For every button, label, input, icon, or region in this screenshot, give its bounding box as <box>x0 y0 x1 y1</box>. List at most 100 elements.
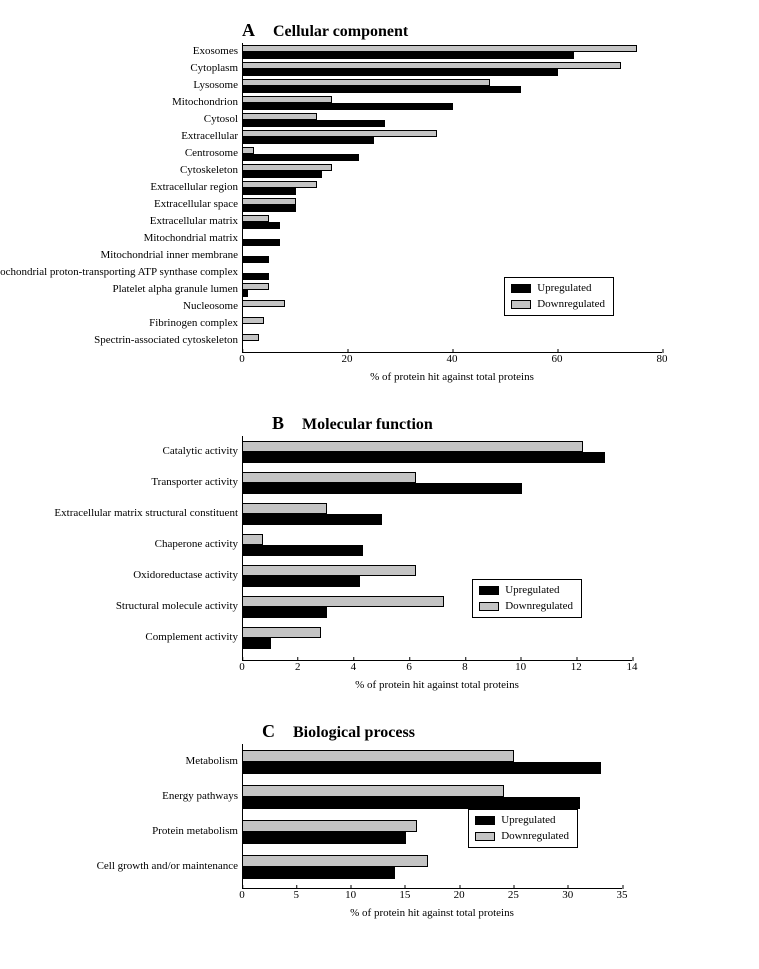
bar-upregulated <box>243 545 363 556</box>
panel-b: B Molecular function Catalytic activityTra… <box>10 413 749 691</box>
x-axis-label: % of protein hit against total proteins <box>242 679 632 691</box>
bar-downregulated <box>243 96 332 103</box>
bar-upregulated <box>243 188 296 195</box>
bar-group <box>243 472 522 494</box>
x-tick: 15 <box>399 889 410 901</box>
category-label: Transporter activity <box>10 467 242 498</box>
category-label: Nucleosome <box>10 298 242 315</box>
bar-group <box>243 441 605 463</box>
bar-downregulated <box>243 300 285 307</box>
bar-upregulated <box>243 103 453 110</box>
plot-area: UpregulatedDownregulated <box>242 744 622 889</box>
category-label: Extracellular <box>10 128 242 145</box>
swatch-upregulated <box>475 816 495 825</box>
category-label: Chaperone activity <box>10 529 242 560</box>
category-label: Complement activity <box>10 622 242 653</box>
bar-upregulated <box>243 205 296 212</box>
legend-label-down: Downregulated <box>505 599 573 614</box>
x-tick: 2 <box>295 661 301 673</box>
category-label: Cytoplasm <box>10 60 242 77</box>
bar-downregulated <box>243 785 504 797</box>
swatch-downregulated <box>511 300 531 309</box>
y-axis-labels: Catalytic activityTransporter activityEx… <box>10 436 242 691</box>
bar-upregulated <box>243 290 248 297</box>
bar-downregulated <box>243 164 332 171</box>
bar-upregulated <box>243 69 558 76</box>
category-label: Structural molecule activity <box>10 591 242 622</box>
x-tick: 10 <box>515 661 526 673</box>
legend-row-down: Downregulated <box>511 297 605 312</box>
category-label: Energy pathways <box>10 779 242 814</box>
panel-title: Biological process <box>293 724 415 742</box>
bar-group <box>243 503 382 525</box>
category-label: Mitochondrion <box>10 94 242 111</box>
bar-downregulated <box>243 79 490 86</box>
bar-group <box>243 62 621 76</box>
category-label: Metabolism <box>10 744 242 779</box>
bar-downregulated <box>243 820 417 832</box>
x-tick: 30 <box>562 889 573 901</box>
bar-group <box>243 596 444 618</box>
plot-wrap: UpregulatedDownregulated 020406080% of pr… <box>242 43 662 383</box>
bar-upregulated <box>243 222 280 229</box>
legend-row-up: Upregulated <box>479 583 573 598</box>
bar-upregulated <box>243 832 406 844</box>
bar-group <box>243 215 280 229</box>
plot-wrap: UpregulatedDownregulated05101520253035% … <box>242 744 622 919</box>
swatch-downregulated <box>475 832 495 841</box>
bar-downregulated <box>243 147 254 154</box>
bar-downregulated <box>243 130 437 137</box>
legend: UpregulatedDownregulated <box>468 809 578 848</box>
panel-header: ACellular component <box>242 20 749 41</box>
bar-group <box>243 164 332 178</box>
legend-label-down: Downregulated <box>537 297 605 312</box>
plot-wrap: UpregulatedDownregulated02468101214% of … <box>242 436 632 691</box>
panel-title: Molecular function <box>302 416 433 434</box>
category-label: Lysosome <box>10 77 242 94</box>
bar-downregulated <box>243 181 317 188</box>
bar-group <box>243 334 259 348</box>
bar-group <box>243 249 269 263</box>
category-label: Catalytic activity <box>10 436 242 467</box>
bar-group <box>243 147 359 161</box>
category-label: Protein metabolism <box>10 814 242 849</box>
y-axis-labels: ExosomesCytoplasmLysosomeMitochondrionCy… <box>10 43 242 383</box>
bar-downregulated <box>243 565 416 576</box>
x-axis-ticks: 05101520253035 <box>242 889 622 907</box>
category-label: Cytosol <box>10 111 242 128</box>
bar-downregulated <box>243 750 514 762</box>
bar-group <box>243 96 453 110</box>
category-label: Cell growth and/or maintenance <box>10 849 242 884</box>
legend-label-up: Upregulated <box>537 281 591 296</box>
bar-group <box>243 785 580 809</box>
bar-downregulated <box>243 855 428 867</box>
bar-upregulated <box>243 171 322 178</box>
bar-downregulated <box>243 472 416 483</box>
x-axis-ticks: 020406080 <box>242 353 662 371</box>
x-tick: 25 <box>508 889 519 901</box>
bar-upregulated <box>243 483 522 494</box>
bar-downregulated <box>243 62 621 69</box>
bar-group <box>243 855 428 879</box>
category-label: Mitochondrial inner membrane <box>10 247 242 264</box>
bar-downregulated <box>243 441 583 452</box>
legend-row-up: Upregulated <box>511 281 605 296</box>
x-tick: 0 <box>239 353 245 365</box>
bar-group <box>243 79 521 93</box>
legend: UpregulatedDownregulated <box>472 579 582 618</box>
x-axis-label: % of protein hit against total proteins <box>242 371 662 383</box>
bar-group <box>243 534 363 556</box>
panel-letter: B <box>272 413 284 434</box>
x-tick: 4 <box>351 661 357 673</box>
category-label: Spectrin-associated cytoskeleton <box>10 332 242 349</box>
category-label: Centrosome <box>10 145 242 162</box>
x-tick: 12 <box>571 661 582 673</box>
bar-upregulated <box>243 762 601 774</box>
category-label: Exosomes <box>10 43 242 60</box>
bar-upregulated <box>243 154 359 161</box>
bar-group <box>243 266 269 280</box>
legend-label-up: Upregulated <box>501 813 555 828</box>
x-tick: 35 <box>617 889 628 901</box>
bar-group <box>243 283 269 297</box>
category-label: Mitochondrial proton-transporting ATP sy… <box>10 264 242 281</box>
